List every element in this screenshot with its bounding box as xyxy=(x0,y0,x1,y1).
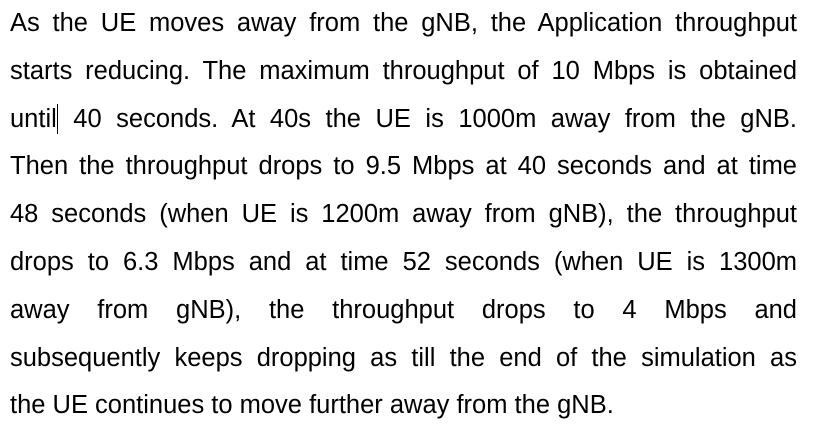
text-line-8: subsequently keeps dropping as till the … xyxy=(10,343,797,372)
text-line-2: starts reducing. The maximum throughput … xyxy=(10,56,797,85)
text-line-4: Then the throughput drops to 9.5 Mbps at… xyxy=(10,152,797,181)
text-line-9: the UE continues to move further away fr… xyxy=(10,391,614,420)
text-line-6: drops to 6.3 Mbps and at time 52 seconds… xyxy=(10,247,797,276)
text-line-5: 48 seconds (when UE is 1200m away from g… xyxy=(10,200,797,229)
text-line-7: away from gNB), the throughput drops to … xyxy=(10,295,797,324)
text-line-3-rest: 40 seconds. At 40s the UE is 1000m away … xyxy=(73,104,797,133)
text-cursor xyxy=(56,103,58,134)
text-line-3-start: until xyxy=(10,104,57,133)
text-line-3: until 40 seconds. At 40s the UE is 1000m… xyxy=(10,96,797,144)
text-line-1: As the UE moves away from the gNB, the A… xyxy=(10,9,797,37)
document-body[interactable]: As the UE moves away from the gNB, the A… xyxy=(10,0,797,430)
